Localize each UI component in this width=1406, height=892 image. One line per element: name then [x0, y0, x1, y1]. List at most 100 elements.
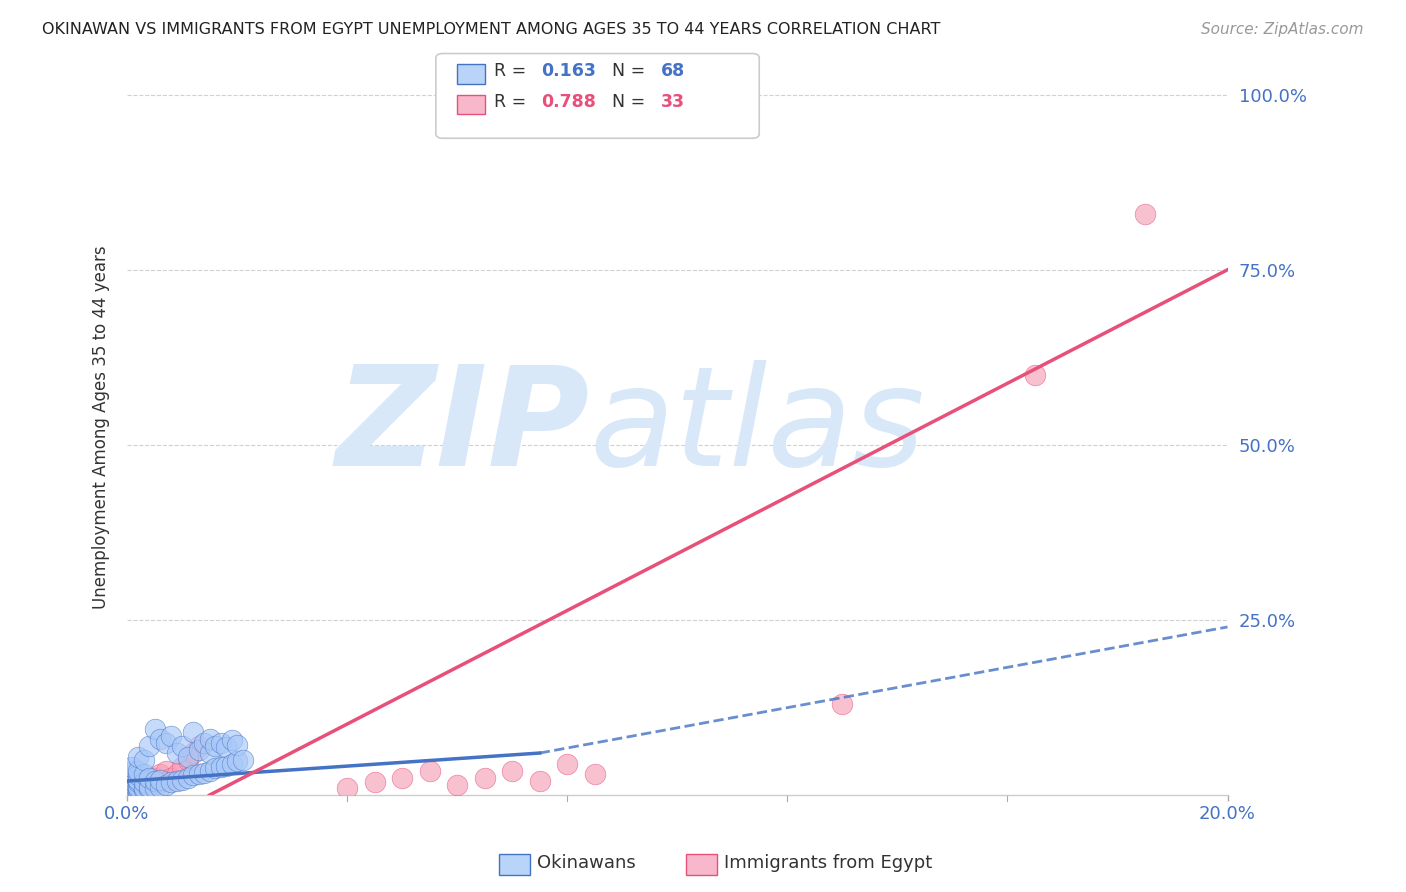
Point: [198, 732, 221, 747]
Point: [176, 771, 198, 785]
Point: [132, 780, 155, 795]
Point: [155, 774, 177, 789]
Point: [121, 760, 143, 774]
Point: [143, 778, 166, 792]
Point: [1024, 368, 1046, 382]
Text: N =: N =: [612, 93, 651, 111]
Point: [181, 768, 204, 782]
Point: [226, 755, 249, 769]
Text: R =: R =: [494, 62, 531, 80]
Point: [209, 760, 232, 774]
Point: [149, 732, 172, 747]
Point: [121, 765, 143, 780]
Point: [160, 729, 183, 743]
Point: [121, 764, 143, 778]
Point: [121, 780, 143, 794]
Point: [555, 756, 578, 771]
Point: [138, 774, 160, 789]
Point: [127, 768, 149, 782]
Point: [121, 772, 143, 787]
Point: [149, 780, 172, 794]
Point: [187, 739, 209, 753]
Point: [181, 746, 204, 760]
Point: [127, 772, 149, 787]
Point: [121, 783, 143, 797]
Text: OKINAWAN VS IMMIGRANTS FROM EGYPT UNEMPLOYMENT AMONG AGES 35 TO 44 YEARS CORRELA: OKINAWAN VS IMMIGRANTS FROM EGYPT UNEMPL…: [42, 22, 941, 37]
Point: [204, 739, 226, 753]
Point: [127, 749, 149, 764]
Point: [132, 775, 155, 789]
Point: [127, 764, 149, 778]
Point: [132, 783, 155, 797]
Point: [132, 780, 155, 795]
Point: [232, 753, 254, 767]
Point: [336, 780, 359, 795]
Point: [1133, 207, 1156, 221]
Point: [127, 782, 149, 797]
Point: [121, 767, 143, 781]
Point: [155, 735, 177, 749]
Point: [138, 780, 160, 794]
Point: [155, 764, 177, 778]
Point: [176, 753, 198, 767]
Point: [209, 735, 232, 749]
Point: [181, 725, 204, 739]
Point: [226, 738, 249, 752]
Point: [446, 778, 468, 792]
Point: [143, 780, 166, 795]
Point: [215, 758, 238, 772]
Point: [170, 739, 193, 753]
Point: [121, 780, 143, 795]
Point: [170, 772, 193, 787]
Point: [121, 780, 143, 795]
Point: [138, 739, 160, 753]
Point: [149, 767, 172, 781]
Point: [132, 767, 155, 781]
Text: 0.788: 0.788: [541, 93, 596, 111]
Point: [149, 775, 172, 789]
Point: [363, 775, 385, 789]
Point: [138, 782, 160, 797]
Text: 0.163: 0.163: [541, 62, 596, 80]
Point: [187, 742, 209, 756]
Point: [419, 764, 441, 778]
Point: [166, 767, 188, 781]
Point: [529, 774, 551, 789]
Text: 68: 68: [661, 62, 685, 80]
Point: [221, 733, 243, 747]
Point: [138, 780, 160, 794]
Point: [127, 778, 149, 792]
Point: [127, 780, 149, 794]
Point: [221, 756, 243, 771]
Point: [121, 784, 143, 798]
Point: [127, 784, 149, 798]
Point: [583, 767, 606, 781]
Point: [121, 782, 143, 797]
Point: [121, 771, 143, 785]
Point: [198, 746, 221, 760]
Point: [121, 774, 143, 789]
Point: [160, 775, 183, 789]
Point: [501, 764, 523, 778]
Text: ZIP: ZIP: [335, 359, 589, 495]
Text: Immigrants from Egypt: Immigrants from Egypt: [724, 855, 932, 872]
Point: [176, 749, 198, 764]
Point: [127, 782, 149, 797]
Point: [160, 771, 183, 785]
Point: [215, 740, 238, 755]
Point: [121, 769, 143, 783]
Point: [132, 775, 155, 789]
Point: [121, 776, 143, 790]
Y-axis label: Unemployment Among Ages 35 to 44 years: Unemployment Among Ages 35 to 44 years: [93, 245, 110, 609]
Point: [143, 774, 166, 789]
Point: [170, 760, 193, 774]
Point: [121, 778, 143, 792]
Text: 33: 33: [661, 93, 685, 111]
Point: [127, 775, 149, 789]
Point: [193, 765, 215, 780]
Point: [138, 771, 160, 785]
Text: Source: ZipAtlas.com: Source: ZipAtlas.com: [1201, 22, 1364, 37]
Point: [831, 697, 853, 711]
Point: [143, 771, 166, 785]
Point: [149, 772, 172, 787]
